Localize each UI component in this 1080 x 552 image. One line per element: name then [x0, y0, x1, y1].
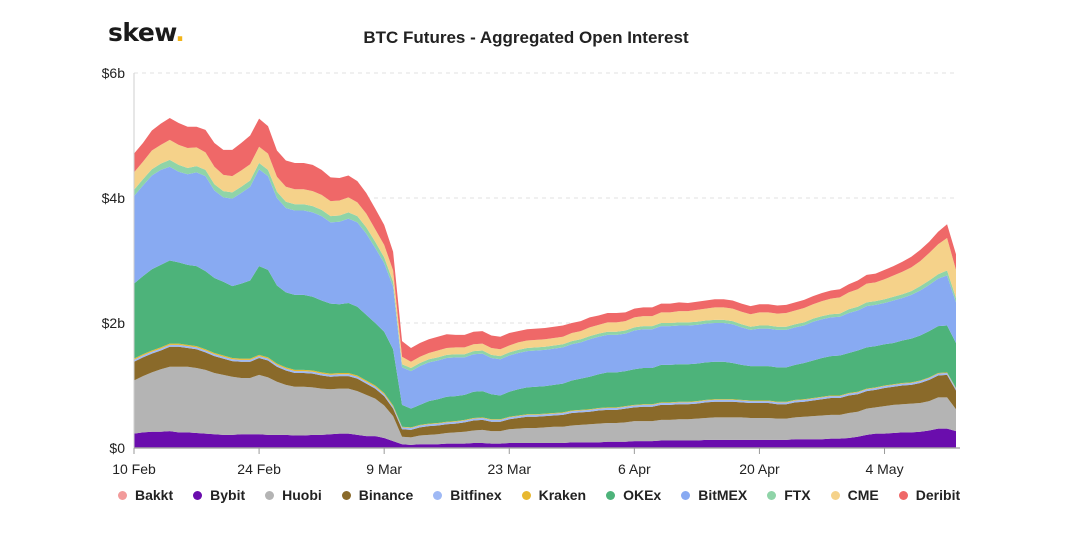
legend-swatch — [341, 490, 351, 500]
x-tick-label: 9 Mar — [366, 461, 402, 477]
legend-item-cme[interactable]: CME — [830, 487, 879, 503]
skew-logo: skew. — [108, 18, 185, 47]
legend-label: CME — [847, 487, 879, 503]
legend-swatch — [433, 490, 443, 500]
logo-dot: . — [175, 18, 185, 47]
x-tick-label: 23 Mar — [487, 461, 531, 477]
legend-swatch — [681, 490, 691, 500]
axes: $0 $2b $4b $6b 10 Feb 24 Feb 9 Mar 23 Mar 6 Apr 2… — [102, 65, 960, 477]
legend-label: Deribit — [915, 487, 961, 503]
logo-text: skew — [108, 18, 176, 47]
series-area-bybit — [134, 428, 956, 448]
x-tick-label: 24 Feb — [237, 461, 281, 477]
legend-label: Bakkt — [135, 487, 174, 503]
legend-item-bybit[interactable]: Bybit — [193, 487, 245, 503]
y-tick-label: $6b — [102, 65, 126, 81]
legend-label: BitMEX — [698, 487, 748, 503]
legend-label: FTX — [784, 487, 811, 503]
legend-swatch — [118, 490, 127, 500]
x-tick-label: 6 Apr — [618, 461, 651, 477]
legend-swatch — [265, 490, 275, 500]
legend-item-bitfinex[interactable]: Bitfinex — [433, 487, 502, 503]
legend: Bakkt Bybit Huobi Binance Bitfinex Kraken OKEx… — [118, 487, 980, 503]
series-area-deribit — [134, 118, 956, 362]
series-area-huobi — [134, 366, 956, 445]
legend-label: Binance — [358, 487, 414, 503]
chart-title: BTC Futures - Aggregated Open Interest — [363, 28, 689, 47]
x-tick-label: 10 Feb — [112, 461, 156, 477]
legend-swatch — [521, 490, 531, 500]
legend-label: OKEx — [623, 487, 662, 503]
legend-swatch — [830, 490, 840, 500]
series-areas — [134, 118, 956, 448]
y-tick-label: $2b — [102, 315, 126, 331]
legend-item-bakkt[interactable]: Bakkt — [118, 487, 173, 503]
series-area-okex — [134, 260, 956, 428]
legend-item-kraken[interactable]: Kraken — [521, 487, 587, 503]
legend-item-deribit[interactable]: Deribit — [898, 487, 961, 503]
x-tick-label: 4 May — [865, 461, 903, 477]
legend-item-ftx[interactable]: FTX — [767, 487, 811, 503]
x-tick-label: 20 Apr — [739, 461, 780, 477]
legend-swatch — [193, 490, 203, 500]
legend-item-binance[interactable]: Binance — [341, 487, 414, 503]
legend-item-okex[interactable]: OKEx — [606, 487, 661, 503]
legend-label: Kraken — [538, 487, 587, 503]
legend-label: Huobi — [282, 487, 322, 503]
legend-swatch — [898, 490, 908, 500]
y-tick-label: $0 — [109, 440, 125, 456]
legend-label: Bitfinex — [450, 487, 502, 503]
legend-swatch — [767, 490, 777, 500]
series-area-binance — [134, 346, 956, 438]
legend-label: Bybit — [210, 487, 246, 503]
legend-swatch — [606, 490, 616, 500]
legend-item-bitmex[interactable]: BitMEX — [681, 487, 747, 503]
y-tick-label: $4b — [102, 190, 126, 206]
legend-item-huobi[interactable]: Huobi — [265, 487, 322, 503]
series-area-bitmex — [134, 166, 956, 409]
